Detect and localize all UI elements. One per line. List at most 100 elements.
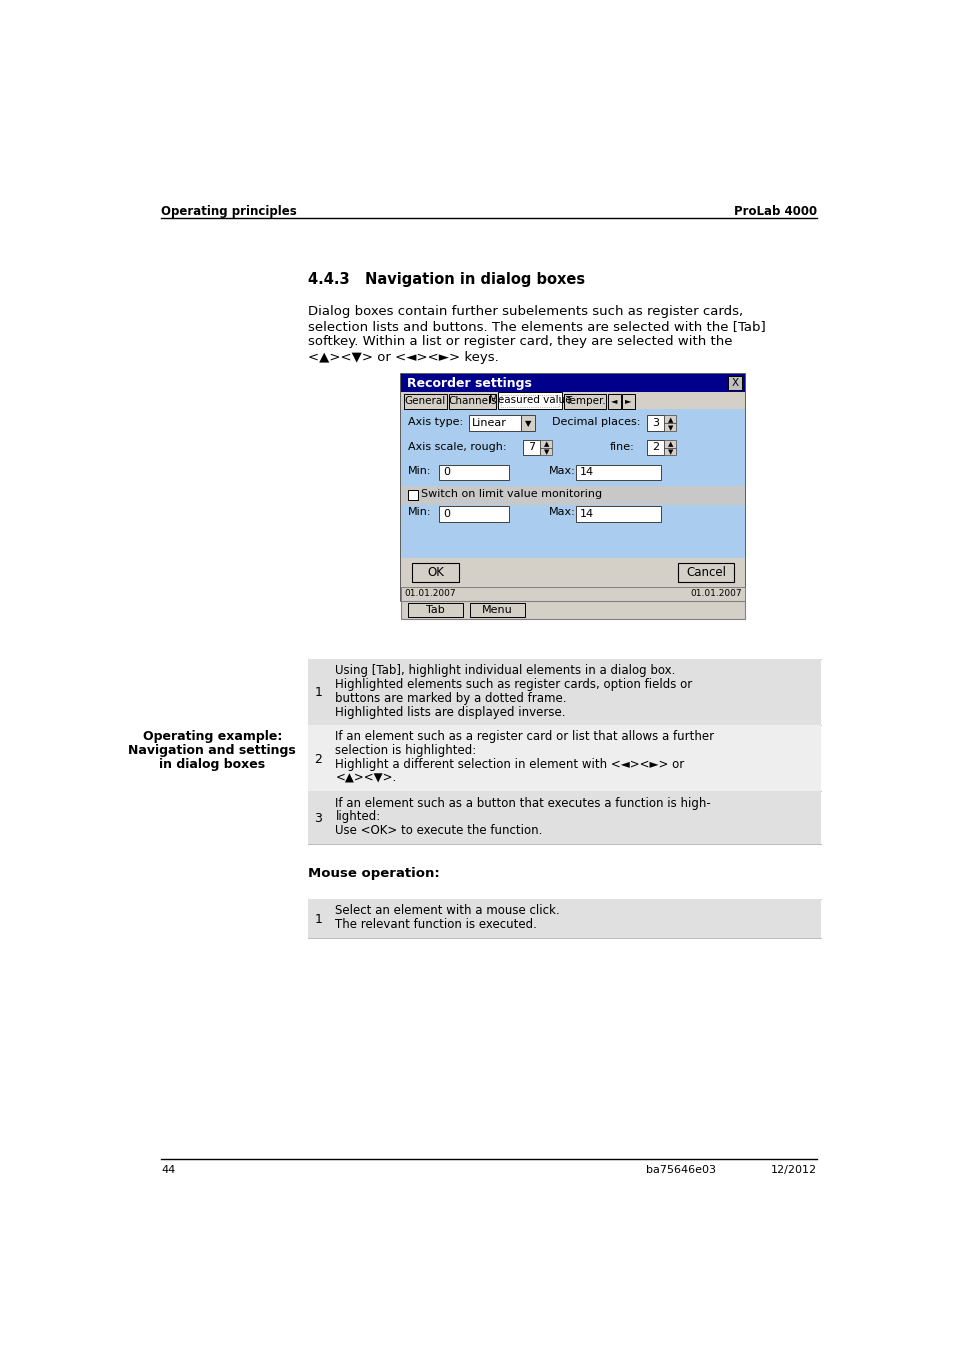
Bar [539, 440, 552, 447]
Bar [728, 376, 741, 390]
Text: Min:: Min: [408, 466, 432, 477]
Text: in dialog boxes: in dialog boxes [159, 758, 265, 771]
Text: 01.01.2007: 01.01.2007 [404, 589, 456, 597]
Bar [400, 601, 744, 620]
Text: Min:: Min: [408, 507, 432, 517]
Text: ▲: ▲ [543, 442, 548, 447]
Bar [563, 394, 605, 409]
Text: ▲: ▲ [667, 417, 672, 423]
Text: Tab: Tab [426, 605, 444, 615]
Bar [575, 507, 660, 521]
Bar [497, 392, 561, 409]
Text: Axis type:: Axis type: [408, 417, 463, 427]
Text: Mouse operation:: Mouse operation: [307, 867, 439, 880]
Text: Operating example:: Operating example: [142, 731, 282, 743]
Text: Axis scale, rough:: Axis scale, rough: [408, 442, 506, 451]
Bar [400, 558, 744, 588]
Bar [400, 588, 744, 601]
Text: <▲><▼>.: <▲><▼>. [335, 771, 396, 785]
Bar [400, 505, 744, 528]
Bar [522, 440, 539, 455]
Text: ▼: ▼ [525, 419, 531, 427]
Text: 14: 14 [579, 467, 593, 477]
Bar [500, 394, 558, 407]
Bar [404, 394, 447, 409]
Bar [400, 392, 744, 409]
Text: Temper.: Temper. [564, 396, 605, 407]
Text: Select an element with a mouse click.: Select an element with a mouse click. [335, 904, 559, 917]
Bar [521, 416, 535, 431]
Bar [470, 604, 524, 617]
Text: 1: 1 [314, 913, 322, 925]
Bar [439, 465, 509, 480]
Text: 01.01.2007: 01.01.2007 [689, 589, 740, 597]
Bar [400, 486, 744, 505]
Text: <▲><▼> or <◄><►> keys.: <▲><▼> or <◄><►> keys. [307, 351, 497, 363]
Text: 4.4.3   Navigation in dialog boxes: 4.4.3 Navigation in dialog boxes [307, 273, 584, 288]
Text: 12/2012: 12/2012 [770, 1166, 816, 1175]
Bar [663, 447, 676, 455]
Text: Highlight a different selection in element with <◄><►> or: Highlight a different selection in eleme… [335, 758, 684, 771]
Text: selection lists and buttons. The elements are selected with the [Tab]: selection lists and buttons. The element… [307, 320, 764, 332]
Bar [412, 563, 458, 582]
Text: Navigation and settings: Navigation and settings [129, 744, 295, 758]
Text: 2: 2 [314, 753, 322, 766]
Bar [449, 394, 496, 409]
Text: Dialog boxes contain further subelements such as register cards,: Dialog boxes contain further subelements… [307, 304, 742, 317]
Text: ▼: ▼ [543, 450, 548, 455]
Bar [608, 394, 620, 409]
Text: OK: OK [427, 566, 443, 580]
Text: Decimal places:: Decimal places: [551, 417, 639, 427]
Text: ba75646e03: ba75646e03 [645, 1166, 716, 1175]
Bar [439, 507, 509, 521]
Bar [408, 604, 462, 617]
Bar [307, 792, 820, 843]
Text: Linear: Linear [472, 417, 506, 428]
Text: Channels: Channels [448, 396, 497, 407]
Text: Use <OK> to execute the function.: Use <OK> to execute the function. [335, 824, 542, 838]
Text: Recorder settings: Recorder settings [406, 377, 531, 390]
Text: ▼: ▼ [667, 450, 672, 455]
Text: If an element such as a button that executes a function is high-: If an element such as a button that exec… [335, 797, 711, 809]
Text: 1: 1 [314, 686, 322, 700]
Bar [307, 898, 820, 938]
Text: ▲: ▲ [667, 442, 672, 447]
Bar [400, 374, 744, 601]
Text: Operating principles: Operating principles [161, 204, 296, 218]
Text: General: General [404, 396, 446, 407]
Bar [663, 440, 676, 447]
Text: 44: 44 [161, 1166, 175, 1175]
Text: ▼: ▼ [667, 424, 672, 431]
Text: Highlighted lists are displayed inverse.: Highlighted lists are displayed inverse. [335, 705, 565, 719]
Text: Cancel: Cancel [685, 566, 725, 580]
Text: lighted:: lighted: [335, 811, 380, 824]
Bar [307, 725, 820, 792]
Text: 14: 14 [579, 508, 593, 519]
Text: X: X [731, 378, 739, 388]
Bar [400, 374, 744, 392]
Bar [646, 416, 663, 431]
Bar [468, 416, 521, 431]
Text: ProLab 4000: ProLab 4000 [733, 204, 816, 218]
Bar [575, 465, 660, 480]
Text: 0: 0 [443, 467, 450, 477]
Text: Max:: Max: [549, 466, 576, 477]
Text: Highlighted elements such as register cards, option fields or: Highlighted elements such as register ca… [335, 678, 692, 690]
Bar [678, 563, 733, 582]
Text: selection is highlighted:: selection is highlighted: [335, 744, 476, 758]
Text: Max:: Max: [549, 507, 576, 517]
Text: buttons are marked by a dotted frame.: buttons are marked by a dotted frame. [335, 692, 566, 705]
Text: The relevant function is executed.: The relevant function is executed. [335, 919, 537, 931]
Text: 3: 3 [314, 812, 322, 825]
Text: Menu: Menu [481, 605, 513, 615]
Bar [621, 394, 634, 409]
Text: 0: 0 [443, 508, 450, 519]
Text: If an element such as a register card or list that allows a further: If an element such as a register card or… [335, 731, 714, 743]
Bar [646, 440, 663, 455]
Bar [663, 423, 676, 431]
Bar [400, 409, 744, 558]
Bar [408, 490, 418, 500]
Text: ◄: ◄ [611, 396, 618, 405]
Bar [307, 659, 820, 725]
Bar [663, 416, 676, 423]
